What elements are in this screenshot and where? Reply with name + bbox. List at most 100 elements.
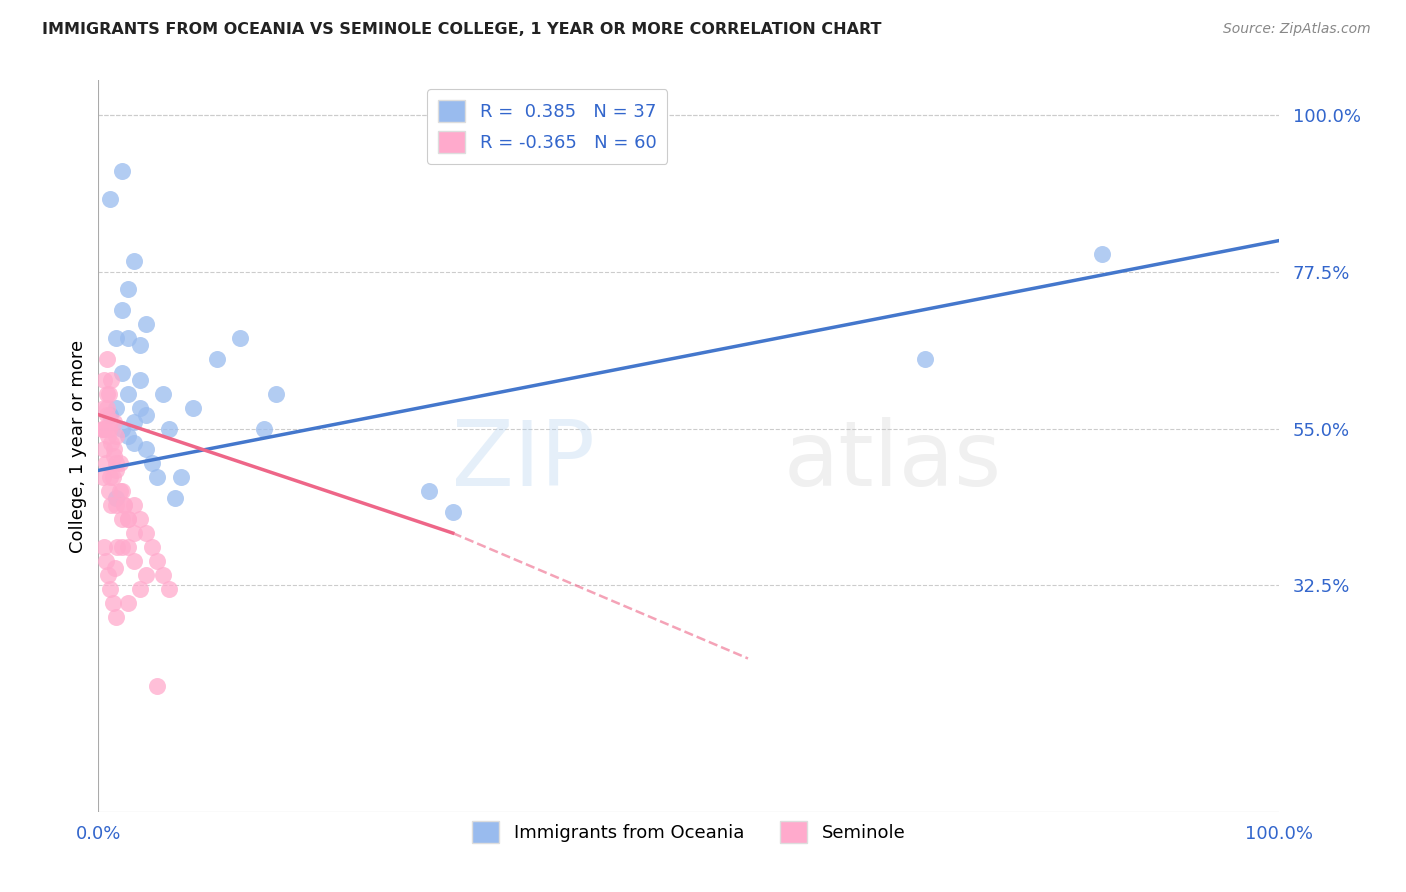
Point — [105, 540, 128, 554]
Point — [91, 470, 114, 484]
Point — [111, 540, 134, 554]
Point — [146, 554, 169, 568]
Point — [111, 366, 134, 380]
Point — [152, 567, 174, 582]
Point — [105, 609, 128, 624]
Point — [117, 540, 139, 554]
Point — [105, 463, 128, 477]
Point — [111, 512, 134, 526]
Point — [93, 421, 115, 435]
Point — [135, 526, 157, 541]
Point — [181, 401, 204, 415]
Point — [128, 512, 150, 526]
Point — [128, 373, 150, 387]
Point — [111, 164, 134, 178]
Point — [93, 540, 115, 554]
Point — [122, 415, 145, 429]
Point — [122, 498, 145, 512]
Point — [105, 428, 128, 442]
Point — [111, 484, 134, 499]
Point — [97, 428, 120, 442]
Point — [100, 435, 122, 450]
Point — [108, 484, 131, 499]
Point — [93, 373, 115, 387]
Point — [98, 386, 121, 401]
Legend: Immigrants from Oceania, Seminole: Immigrants from Oceania, Seminole — [465, 814, 912, 850]
Point — [98, 582, 121, 596]
Point — [128, 401, 150, 415]
Point — [117, 596, 139, 610]
Point — [418, 484, 440, 499]
Point — [135, 442, 157, 457]
Point — [105, 498, 128, 512]
Y-axis label: College, 1 year or more: College, 1 year or more — [69, 340, 87, 552]
Point — [96, 401, 118, 415]
Point — [105, 331, 128, 345]
Point — [93, 401, 115, 415]
Point — [112, 498, 135, 512]
Point — [101, 470, 124, 484]
Point — [264, 386, 287, 401]
Point — [146, 679, 169, 693]
Point — [96, 408, 118, 422]
Point — [105, 457, 128, 471]
Point — [157, 421, 180, 435]
Text: IMMIGRANTS FROM OCEANIA VS SEMINOLE COLLEGE, 1 YEAR OR MORE CORRELATION CHART: IMMIGRANTS FROM OCEANIA VS SEMINOLE COLL… — [42, 22, 882, 37]
Point — [91, 421, 114, 435]
Point — [101, 596, 124, 610]
Point — [93, 442, 115, 457]
Point — [93, 421, 115, 435]
Point — [111, 303, 134, 318]
Point — [98, 470, 121, 484]
Point — [98, 192, 121, 206]
Point — [914, 351, 936, 366]
Point — [117, 386, 139, 401]
Point — [229, 331, 252, 345]
Point — [441, 505, 464, 519]
Point — [103, 442, 125, 457]
Point — [96, 386, 118, 401]
Point — [135, 408, 157, 422]
Point — [117, 512, 139, 526]
Point — [253, 421, 276, 435]
Point — [98, 415, 121, 429]
Point — [117, 428, 139, 442]
Point — [122, 254, 145, 268]
Point — [97, 567, 120, 582]
Point — [105, 401, 128, 415]
Point — [135, 567, 157, 582]
Point — [157, 582, 180, 596]
Point — [117, 282, 139, 296]
Point — [98, 484, 121, 499]
Point — [100, 373, 122, 387]
Point — [141, 457, 163, 471]
Point — [205, 351, 228, 366]
Point — [128, 582, 150, 596]
Point — [152, 386, 174, 401]
Point — [94, 457, 117, 471]
Point — [117, 512, 139, 526]
Point — [98, 408, 121, 422]
Text: ZIP: ZIP — [451, 417, 595, 505]
Point — [122, 526, 145, 541]
Point — [1091, 247, 1114, 261]
Point — [105, 491, 128, 506]
Point — [146, 470, 169, 484]
Point — [108, 457, 131, 471]
Point — [98, 421, 121, 435]
Point — [128, 338, 150, 352]
Text: Source: ZipAtlas.com: Source: ZipAtlas.com — [1223, 22, 1371, 37]
Point — [96, 351, 118, 366]
Point — [135, 317, 157, 331]
Point — [170, 470, 193, 484]
Point — [111, 421, 134, 435]
Point — [104, 561, 127, 575]
Point — [122, 554, 145, 568]
Text: atlas: atlas — [783, 417, 1001, 505]
Point — [94, 554, 117, 568]
Point — [103, 415, 125, 429]
Point — [141, 540, 163, 554]
Point — [103, 450, 125, 464]
Point — [165, 491, 187, 506]
Point — [122, 435, 145, 450]
